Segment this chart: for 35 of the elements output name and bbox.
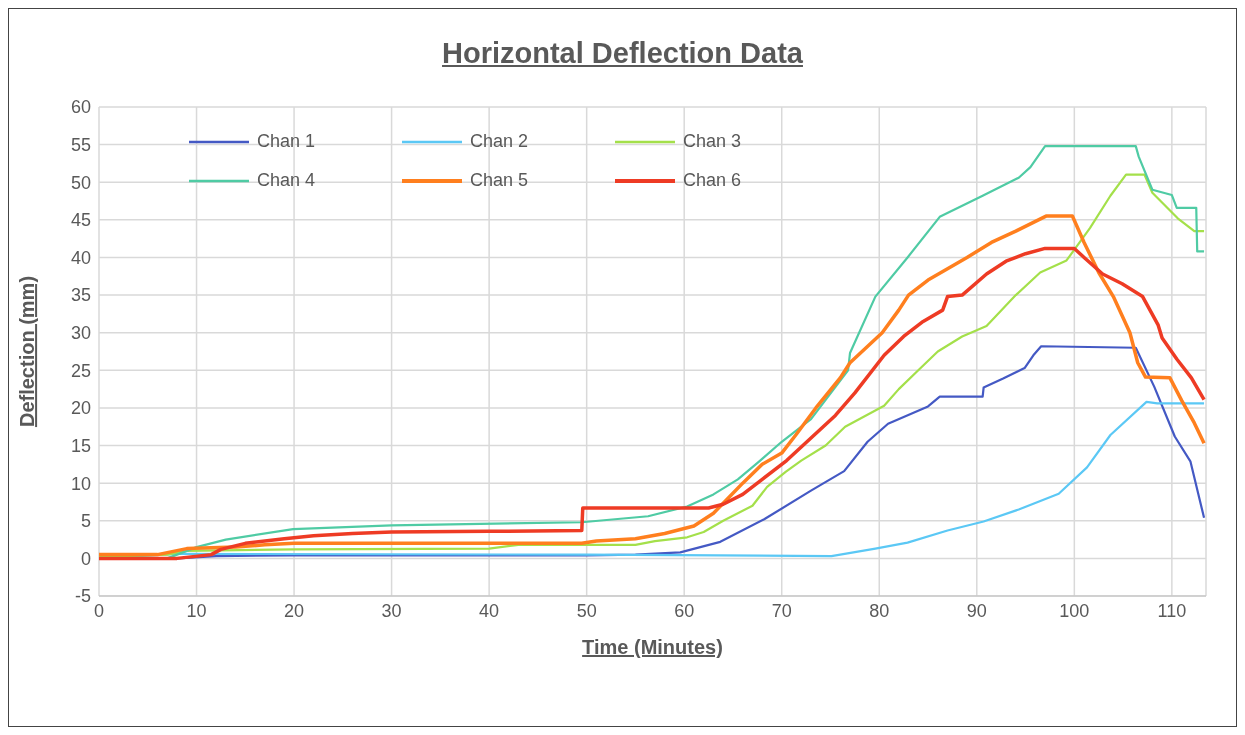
y-tick-label: 10 — [70, 473, 91, 494]
legend-label: Chan 5 — [470, 170, 529, 191]
chart-title: Horizontal Deflection Data — [441, 37, 804, 70]
y-tick-label: -5 — [74, 586, 91, 607]
x-tick-label: 90 — [966, 600, 987, 621]
legend-label: Chan 1 — [257, 131, 316, 152]
y-tick-label: 5 — [80, 511, 91, 532]
x-axis-title: Time (Minutes) — [582, 636, 723, 658]
y-axis-title: Deflection (mm) — [16, 275, 39, 428]
x-tick-label: 50 — [576, 600, 597, 621]
x-tick-label: 20 — [284, 600, 305, 621]
x-tick-label: 10 — [186, 600, 207, 621]
x-tick-label: 60 — [674, 600, 695, 621]
y-tick-label: 35 — [70, 285, 91, 306]
y-tick-label: 50 — [70, 172, 91, 193]
y-tick-label: 25 — [70, 360, 91, 381]
legend-label: Chan 3 — [683, 131, 742, 152]
y-tick-label: 30 — [70, 323, 91, 344]
x-tick-label: 30 — [381, 600, 402, 621]
y-tick-label: 0 — [80, 548, 91, 569]
y-tick-label: 60 — [70, 97, 91, 118]
legend-label: Chan 2 — [470, 131, 529, 152]
legend-label: Chan 6 — [683, 170, 742, 191]
x-tick-label: 80 — [869, 600, 890, 621]
x-tick-label: 110 — [1157, 600, 1187, 621]
legend-label: Chan 4 — [257, 170, 316, 191]
x-tick-label: 0 — [93, 600, 105, 621]
y-tick-label: 40 — [70, 247, 91, 268]
x-tick-label: 40 — [479, 600, 500, 621]
y-tick-label: 20 — [70, 398, 91, 419]
y-tick-label: 15 — [70, 435, 91, 456]
x-tick-label: 100 — [1059, 600, 1090, 621]
y-tick-label: 55 — [70, 135, 91, 156]
x-tick-label: 70 — [771, 600, 792, 621]
y-tick-label: 45 — [70, 210, 91, 231]
